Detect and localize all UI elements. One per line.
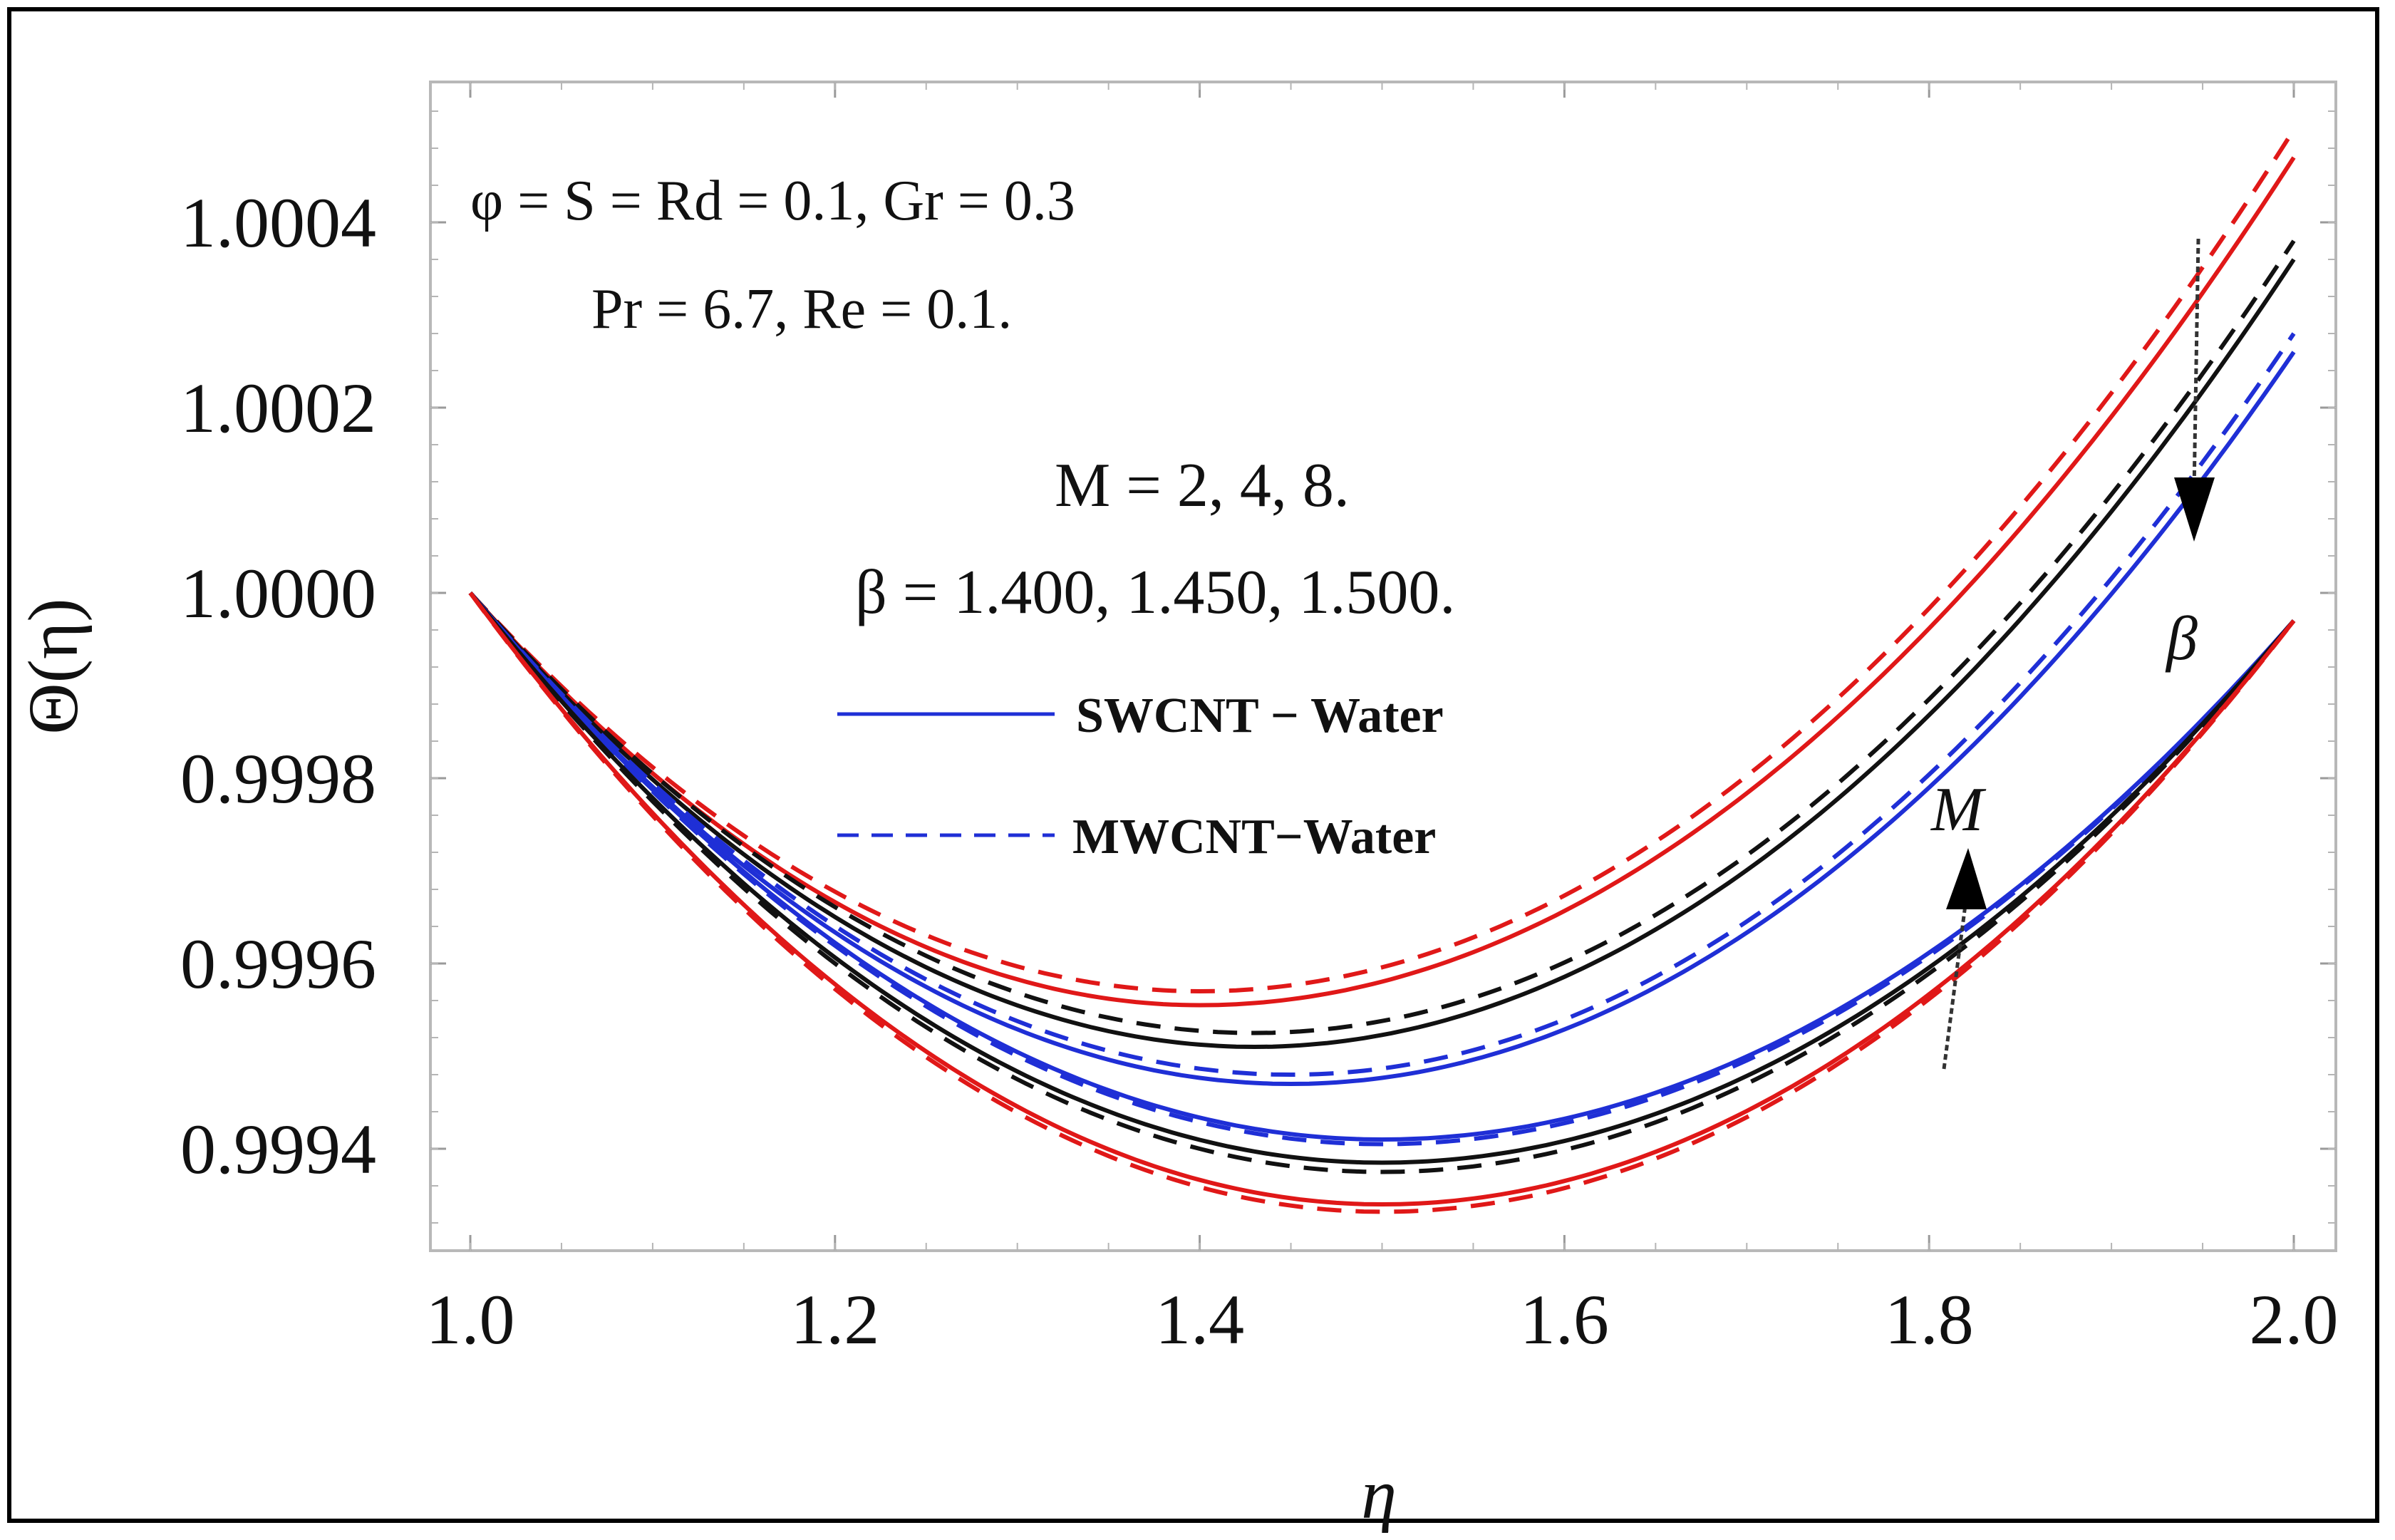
x-tick-label: 1.0 — [426, 1280, 515, 1359]
x-tick-labels: 1.0 1.2 1.4 1.6 1.8 2.0 — [426, 1280, 2339, 1359]
legend: SWCNT − Water MWCNT−Water — [837, 688, 1444, 864]
series-line — [468, 332, 2296, 1077]
curves — [468, 128, 2296, 1214]
m-values-text: M = 2, 4, 8. — [1055, 451, 1350, 520]
series-line — [468, 239, 2296, 1035]
series-line — [468, 591, 2296, 1206]
beta-arrow — [2174, 238, 2215, 542]
y-tick-label: 1.0004 — [180, 183, 376, 262]
series-line — [468, 258, 2296, 1049]
x-tick-label: 1.8 — [1885, 1280, 1974, 1359]
y-axis-title: Θ(η) — [14, 598, 93, 734]
y-tick-labels: 0.9994 0.9996 0.9998 1.0000 1.0002 1.0004 — [180, 183, 376, 1189]
series-line — [468, 591, 2296, 1214]
beta-arrow-label: β — [2165, 604, 2198, 673]
y-tick-label: 0.9994 — [180, 1110, 376, 1189]
series-line — [468, 591, 2296, 1174]
m-arrow-label: M — [1930, 775, 1987, 844]
y-tick-label: 1.0002 — [180, 368, 376, 448]
x-tick-label: 2.0 — [2250, 1280, 2339, 1359]
series-line — [468, 351, 2296, 1086]
x-axis-title: η — [1361, 1454, 1397, 1534]
plot-area — [429, 81, 2337, 1252]
legend-label-swcnt: SWCNT − Water — [1076, 688, 1444, 743]
series-line — [468, 128, 2296, 993]
series-line — [468, 591, 2296, 1165]
y-tick-label: 1.0000 — [180, 554, 376, 633]
beta-values-text: β = 1.400, 1.450, 1.500. — [855, 558, 1455, 627]
series-line — [468, 156, 2296, 1008]
y-tick-label: 0.9998 — [180, 739, 376, 818]
legend-label-mwcnt: MWCNT−Water — [1072, 810, 1436, 864]
tick-marks — [430, 82, 2336, 1251]
x-tick-label: 1.6 — [1520, 1280, 1609, 1359]
series-line — [468, 591, 2296, 1147]
m-arrow — [1942, 848, 1987, 1070]
params-line-2: Pr = 6.7, Re = 0.1. — [591, 278, 1012, 341]
x-tick-label: 1.4 — [1155, 1280, 1244, 1359]
params-line-1: φ = S = Rd = 0.1, Gr = 0.3 — [470, 170, 1075, 232]
y-tick-label: 0.9996 — [180, 924, 376, 1003]
x-tick-label: 1.2 — [790, 1280, 879, 1359]
